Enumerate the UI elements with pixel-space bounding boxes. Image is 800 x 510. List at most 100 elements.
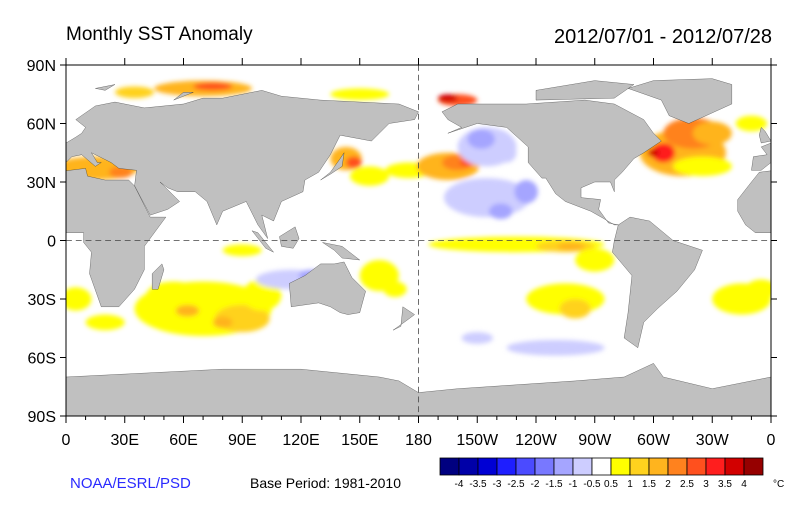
lon-label: 90E (228, 432, 256, 449)
anomaly-patch (383, 281, 407, 298)
anomaly-patch (66, 287, 92, 311)
anomaly-patch (489, 203, 513, 220)
colorbar-label: 2.5 (680, 479, 694, 490)
colorbar-label: 2 (665, 479, 671, 490)
land-masses (0, 79, 800, 416)
colorbar-swatch (724, 457, 745, 476)
anomaly-patch (461, 332, 493, 344)
colorbar-label: 1.5 (642, 479, 656, 490)
landmass (174, 92, 194, 100)
anomaly-patch (349, 166, 390, 186)
colorbar-swatch (610, 457, 631, 476)
anomaly-patch (146, 281, 202, 309)
landmass (393, 307, 415, 330)
lat-label: 90N (27, 58, 56, 75)
landmass (252, 231, 274, 252)
anomaly-patch (438, 94, 458, 103)
colorbar-swatch (572, 457, 593, 476)
landmass (66, 90, 418, 238)
landmass (536, 81, 634, 101)
colorbar-unit: °C (773, 479, 784, 490)
lat-label: 30N (27, 175, 56, 192)
map-axes: 90N 60N 30N 0 30S 60S 90S 0 30E 60E 90E 120E 150E 180… (27, 58, 777, 449)
colorbar-label: 4 (741, 479, 747, 490)
date-range: 2012/07/01 - 2012/07/28 (554, 26, 772, 48)
colorbar-swatch (458, 457, 479, 476)
landmass (759, 127, 771, 143)
colorbar-label: -2 (531, 479, 540, 490)
lon-label: 0 (767, 432, 776, 449)
colorbar-swatch (515, 457, 536, 476)
colorbar-swatch (496, 457, 517, 476)
landmass (323, 242, 360, 260)
colorbar: -4 -3.5 -3 -2.5 -2 -1.5 -1 -0.5 0.5 1 1.5 2 2.5 3 3.5 4… (439, 457, 784, 490)
landmass (66, 168, 166, 306)
lat-label: 60N (27, 117, 56, 134)
colorbar-label: 1 (627, 479, 633, 490)
lon-label: 90W (578, 432, 612, 449)
colorbar-label: -4 (455, 479, 464, 490)
colorbar-label: 3.5 (718, 479, 732, 490)
colorbar-swatch (686, 457, 707, 476)
lat-label: 30S (28, 292, 56, 309)
colorbar-swatch (705, 457, 726, 476)
landmass (279, 227, 299, 248)
colorbar-swatch (534, 457, 555, 476)
anomaly-patch (175, 304, 200, 317)
lon-label: 60E (169, 432, 197, 449)
anomaly-patch (506, 339, 605, 356)
landmass (54, 127, 66, 143)
lon-label: 0 (62, 432, 71, 449)
lon-label: 120E (282, 432, 319, 449)
anomaly-patch (114, 86, 155, 99)
lon-label: 30W (696, 432, 730, 449)
map-title: Monthly SST Anomaly (66, 24, 253, 45)
landmass (0, 79, 27, 124)
colorbar-swatch (648, 457, 669, 476)
lon-label: 150W (456, 432, 499, 449)
colorbar-swatch (629, 457, 650, 476)
colorbar-label: 0.5 (604, 479, 618, 490)
anomaly-patch (346, 156, 362, 169)
base-period-label: Base Period: 1981-2010 (250, 475, 401, 491)
lat-label: 60S (28, 351, 56, 368)
anomaly-patch (467, 129, 495, 149)
anomaly-patch (745, 279, 771, 299)
anomaly-patch (496, 143, 517, 163)
landmass (442, 100, 661, 225)
lon-label: 180 (405, 432, 432, 449)
anomaly-patch (514, 180, 538, 204)
anomaly-patch (557, 242, 585, 251)
colorbar-label: -1 (569, 479, 578, 490)
landmass (751, 90, 771, 238)
colorbar-label: -2.5 (507, 479, 525, 490)
lon-label: 150E (341, 432, 378, 449)
colorbar-swatch (591, 457, 612, 476)
lat-label: 0 (47, 234, 56, 251)
landmass (771, 363, 800, 416)
anomaly-patch (651, 143, 676, 163)
colorbar-label: -1.5 (545, 479, 563, 490)
anomaly-patch (647, 148, 660, 157)
colorbar-swatch (667, 457, 688, 476)
anomaly-patch (559, 299, 591, 319)
landmass (628, 79, 732, 124)
landmass (66, 363, 771, 416)
colorbar-label: -0.5 (583, 479, 601, 490)
anomaly-patch (85, 314, 125, 331)
anomaly-patch (673, 156, 732, 177)
colorbar-label: 3 (703, 479, 709, 490)
map-plot-area (0, 65, 800, 416)
colorbar-swatch (743, 457, 764, 476)
lat-label: 90S (28, 409, 56, 426)
lon-label: 120W (515, 432, 558, 449)
credit-label: NOAA/ESRL/PSD (70, 475, 191, 492)
landmass (289, 262, 365, 315)
lon-label: 60W (637, 432, 671, 449)
anomaly-patch (193, 82, 233, 91)
anomaly-patch (692, 121, 732, 145)
landmass (612, 217, 702, 348)
colorbar-label: -3 (493, 479, 502, 490)
